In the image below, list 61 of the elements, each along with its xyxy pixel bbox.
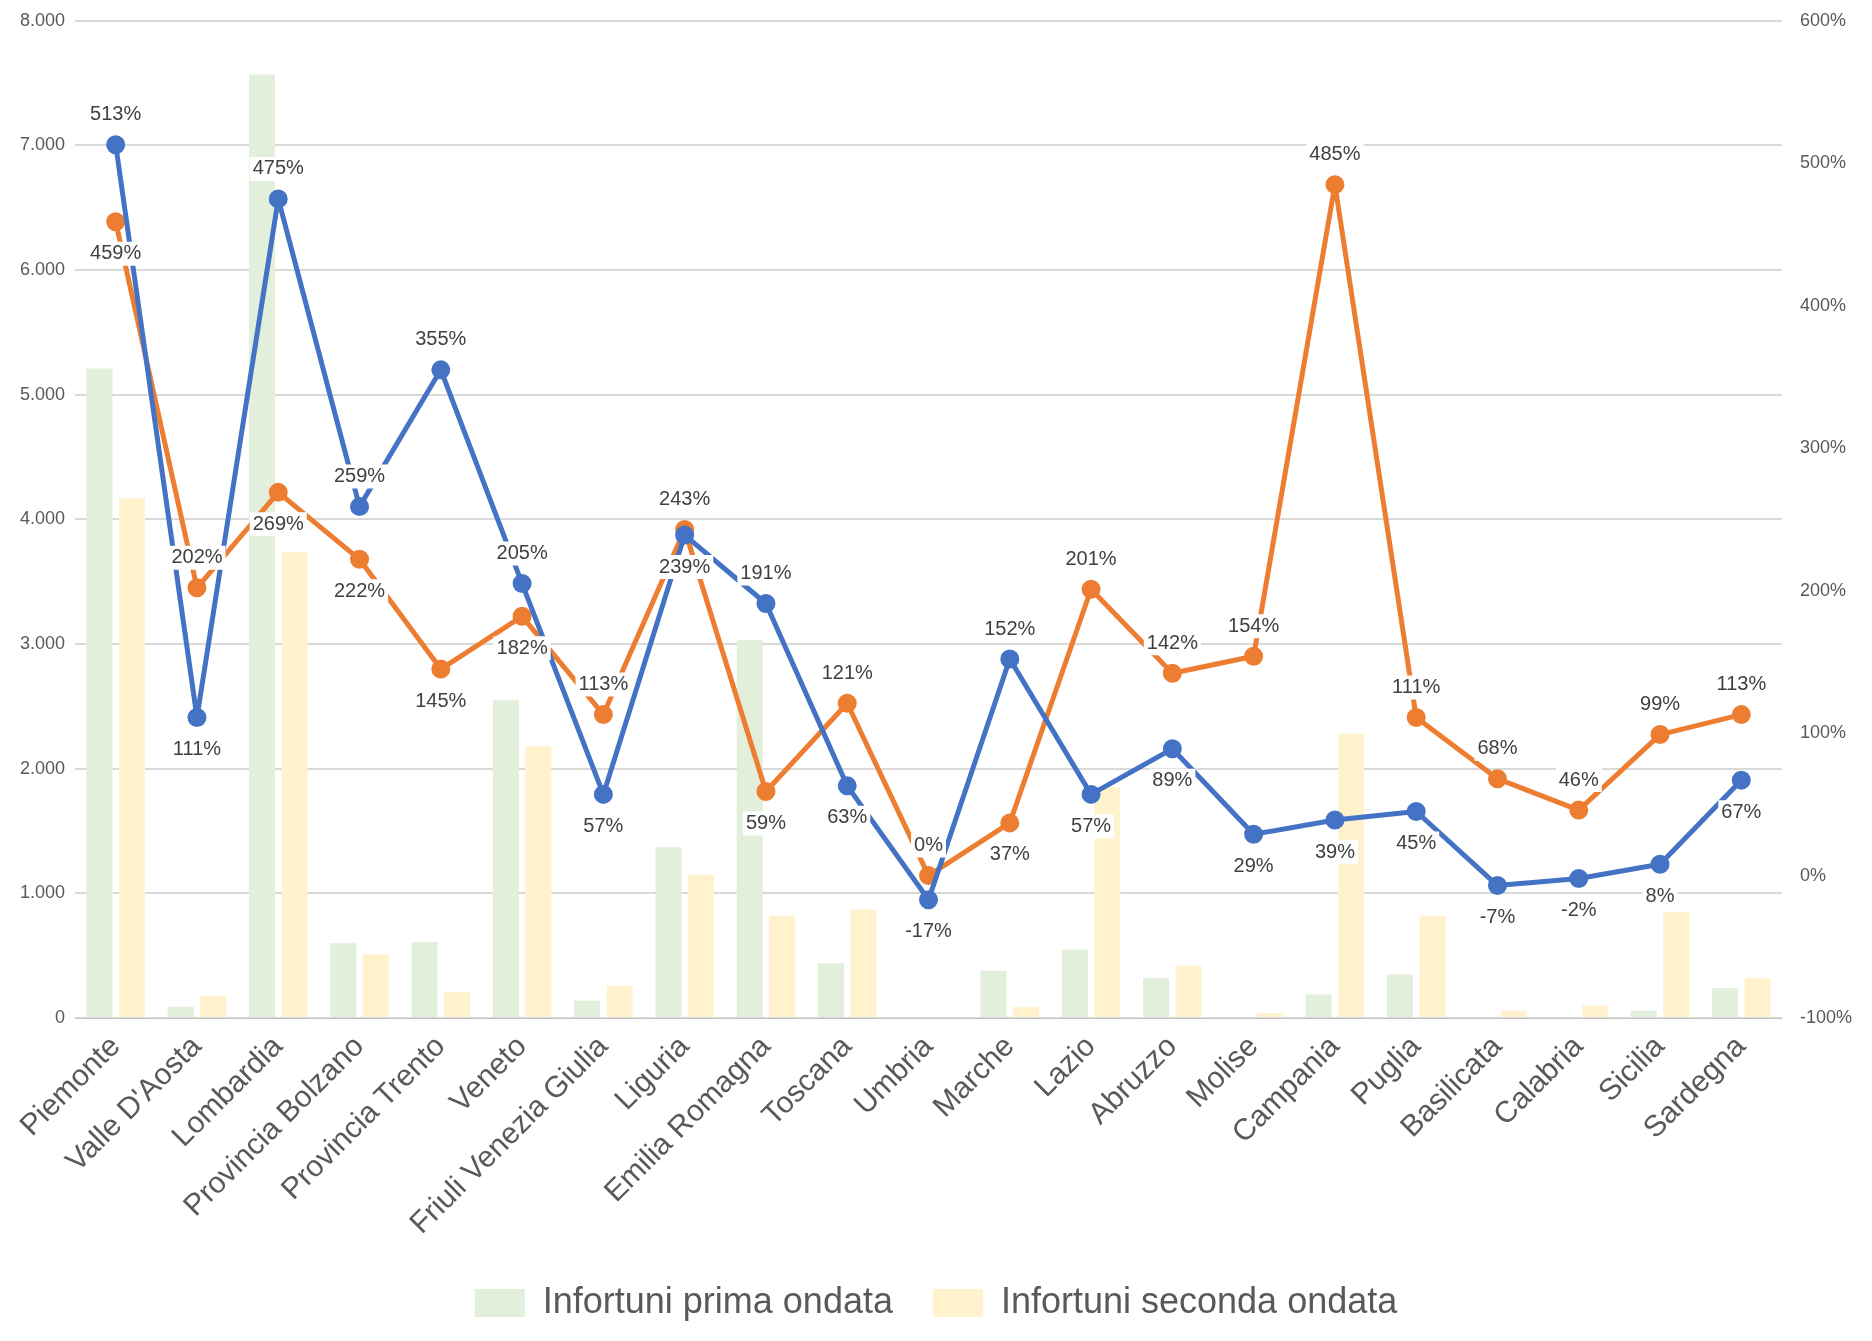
legend-label: Infortuni seconda ondata: [1000, 1279, 1399, 1321]
y-tick-label: 8.000: [20, 9, 66, 30]
data-label: 182%: [496, 635, 548, 658]
data-label: 99%: [1640, 692, 1681, 715]
data-label: 67%: [1721, 799, 1762, 822]
data-label: 513%: [90, 102, 142, 125]
data-label: 39%: [1314, 839, 1356, 862]
data-label: -7%: [1479, 905, 1516, 928]
data-label: 45%: [1396, 831, 1437, 854]
data-label: 154%: [1228, 613, 1280, 636]
y2-tick-label: 0%: [1799, 864, 1826, 885]
y-tick-label: 2.000: [20, 757, 66, 778]
y2-tick-label: 600%: [1799, 9, 1847, 30]
data-label: 111%: [1392, 674, 1441, 697]
data-label: 0%: [914, 833, 944, 856]
data-label: 475%: [252, 156, 305, 179]
data-label: 222%: [333, 578, 386, 601]
data-label: 201%: [1065, 546, 1117, 569]
data-label: 355%: [415, 327, 467, 350]
data-label: 8%: [1645, 883, 1675, 906]
y2-tick-label: 400%: [1799, 294, 1847, 315]
data-label: 152%: [984, 616, 1036, 639]
data-label: 205%: [496, 541, 548, 564]
y-tick-label: 3.000: [20, 633, 66, 654]
y-tick-label: 5.000: [20, 383, 66, 404]
y2-tick-label: 100%: [1799, 722, 1847, 743]
data-label: 269%: [252, 511, 305, 534]
data-label: 121%: [821, 660, 874, 683]
data-label: 239%: [659, 554, 711, 577]
y2-tick-label: -100%: [1799, 1007, 1852, 1028]
data-label: -2%: [1560, 897, 1597, 920]
y2-tick-label: 500%: [1799, 152, 1847, 173]
data-label: 63%: [827, 805, 868, 828]
data-label: 202%: [171, 545, 223, 568]
data-label: 59%: [745, 811, 787, 834]
data-label: 57%: [583, 813, 624, 836]
data-label: 89%: [1152, 768, 1193, 791]
y-tick-label: 4.000: [20, 508, 66, 529]
data-label: 191%: [740, 561, 792, 584]
data-label: 113%: [578, 672, 629, 695]
data-label: -17%: [905, 919, 953, 942]
y2-tick-label: 200%: [1799, 579, 1847, 600]
y2-tick-label: 300%: [1799, 437, 1847, 458]
data-label: 57%: [1071, 813, 1112, 836]
data-label: 111%: [172, 736, 222, 759]
data-label: 243%: [659, 486, 711, 509]
data-label: 68%: [1477, 736, 1518, 759]
y-tick-label: 7.000: [20, 134, 66, 155]
data-label: 142%: [1146, 630, 1199, 653]
legend-label: Infortuni prima ondata: [542, 1279, 894, 1321]
data-label: 145%: [415, 688, 467, 711]
data-label: 485%: [1309, 142, 1361, 165]
data-label: 46%: [1558, 767, 1599, 790]
data-label: 259%: [333, 464, 386, 487]
y-tick-label: 6.000: [20, 259, 66, 280]
data-label: 113%: [1716, 672, 1767, 695]
data-label: 37%: [989, 842, 1031, 865]
data-label: 459%: [90, 241, 142, 264]
data-label: 29%: [1233, 853, 1274, 876]
y-tick-label: 0: [55, 1007, 66, 1028]
y-tick-label: 1.000: [20, 882, 66, 903]
